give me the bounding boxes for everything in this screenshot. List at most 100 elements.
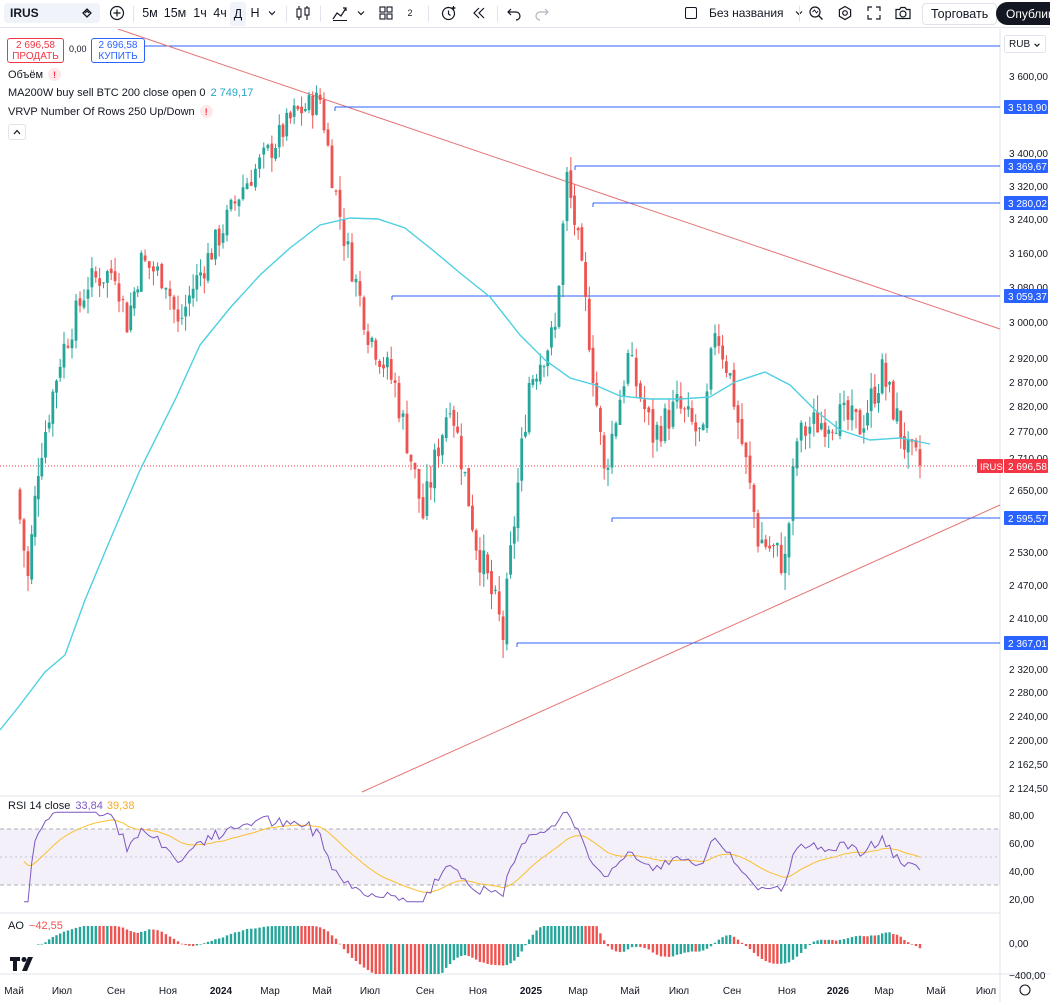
candle-body xyxy=(281,124,285,137)
quick-search-icon[interactable] xyxy=(806,0,826,26)
ao-bar xyxy=(610,944,614,950)
ao-bar xyxy=(513,944,516,961)
candle-body xyxy=(854,408,858,413)
candle-body xyxy=(354,278,358,283)
publish-button[interactable]: Опублико xyxy=(996,2,1050,25)
candle-body xyxy=(880,359,884,394)
indicators-icon[interactable] xyxy=(330,0,350,26)
ao-bar xyxy=(756,944,760,957)
redo-icon[interactable] xyxy=(532,0,552,26)
candle-body xyxy=(614,423,618,437)
volume-legend[interactable]: Объём ! xyxy=(8,68,62,81)
candle-body xyxy=(497,591,501,615)
layout-name-menu[interactable]: Без названия xyxy=(681,0,808,26)
ma200-line[interactable] xyxy=(0,217,931,731)
ao-bar xyxy=(334,938,338,944)
add-symbol-icon[interactable] xyxy=(106,0,128,26)
ao-bar xyxy=(382,944,385,974)
candle-body xyxy=(701,424,705,431)
currency-selector[interactable]: RUB xyxy=(1004,35,1046,53)
candle-body xyxy=(136,289,140,293)
ao-bar xyxy=(705,944,709,949)
ao-bar xyxy=(44,942,47,944)
timeframe-day[interactable]: Д xyxy=(230,2,246,26)
ao-legend[interactable]: AO −42,55 xyxy=(8,920,63,932)
trade-button[interactable]: Торговать xyxy=(922,3,998,25)
current-price-label: 2 696,58 xyxy=(1008,462,1047,473)
candle-body xyxy=(618,399,622,425)
candle-body xyxy=(482,550,486,575)
timeframe-1h[interactable]: 1ч xyxy=(193,6,207,20)
warning-icon[interactable]: ! xyxy=(48,68,62,81)
symbol-info-icon[interactable] xyxy=(80,6,94,23)
ao-bar xyxy=(557,926,561,944)
alert-icon[interactable] xyxy=(438,0,460,26)
ao-bar xyxy=(899,936,902,944)
price-axis-tick: 2 124,50 xyxy=(1009,784,1048,795)
candle-body xyxy=(229,199,233,210)
time-axis-label: Май xyxy=(312,986,332,997)
rsi-legend[interactable]: RSI 14 close 33,84 39,38 xyxy=(8,800,134,812)
candle-body xyxy=(191,288,195,299)
time-axis-label: Ноя xyxy=(778,986,796,997)
candle-body xyxy=(709,348,713,390)
undo-icon[interactable] xyxy=(504,0,524,26)
timeframe-5m[interactable]: 5м xyxy=(142,6,158,20)
sell-button[interactable]: 2 696,58 ПРОДАТЬ xyxy=(7,38,64,63)
candle-body xyxy=(139,252,143,292)
resistance-trendline[interactable] xyxy=(117,28,1001,330)
rsi-axis-tick: 80,00 xyxy=(1009,811,1034,822)
chart-area[interactable]: 3 600,00 3 400,00 3 320,00 3 240,00 3 160,00… xyxy=(0,28,1050,1002)
warning-icon[interactable]: ! xyxy=(199,105,213,118)
ao-bar xyxy=(417,944,421,974)
candles-icon[interactable] xyxy=(293,0,313,26)
tradingview-logo[interactable] xyxy=(10,955,36,976)
buy-button[interactable]: 2 696,58 КУПИТЬ xyxy=(91,38,145,63)
ao-bar xyxy=(542,926,546,944)
ao-bar xyxy=(553,926,557,944)
candle-body xyxy=(599,408,602,433)
candle-body xyxy=(90,268,94,288)
ao-bar xyxy=(210,940,213,944)
ao-bar xyxy=(330,935,334,944)
candle-body xyxy=(850,405,854,421)
settings-icon[interactable] xyxy=(835,0,855,26)
timeframe-week[interactable]: Н xyxy=(250,6,260,20)
timeframe-4h[interactable]: 4ч xyxy=(213,6,227,20)
candle-body xyxy=(206,253,210,281)
chart-canvas[interactable]: 3 600,00 3 400,00 3 320,00 3 240,00 3 160,00… xyxy=(0,28,1050,1002)
ao-bar xyxy=(626,944,630,950)
ao-bar xyxy=(635,944,638,947)
ao-bar xyxy=(573,926,576,944)
ao-bar xyxy=(918,944,922,949)
candle-body xyxy=(831,431,834,433)
candle-body xyxy=(748,455,752,483)
ao-bar xyxy=(482,944,485,963)
collapse-legend-button[interactable] xyxy=(8,124,26,140)
buy-label: КУПИТЬ xyxy=(98,51,138,62)
support-trendline[interactable] xyxy=(361,504,1001,793)
symbol-search[interactable]: IRUS xyxy=(4,3,100,23)
timeframe-dropdown-icon[interactable] xyxy=(265,0,279,26)
layouts-icon[interactable] xyxy=(377,0,395,26)
candle-body xyxy=(584,262,587,297)
candle-body xyxy=(783,553,787,574)
ao-bar xyxy=(322,929,326,944)
ao-bar xyxy=(66,930,70,944)
candle-body xyxy=(775,542,779,546)
time-axis-label: Ноя xyxy=(159,986,177,997)
candle-body xyxy=(70,339,74,349)
fullscreen-icon[interactable] xyxy=(864,0,884,26)
layout-checkbox-icon[interactable] xyxy=(685,7,697,19)
snapshot-icon[interactable] xyxy=(892,0,914,26)
ao-bar xyxy=(675,944,679,955)
ma-legend[interactable]: MA200W buy sell BTC 200 close open 0 2 7… xyxy=(8,87,253,99)
replay-icon[interactable] xyxy=(468,0,490,26)
candle-body xyxy=(249,181,253,186)
time-axis-settings-icon[interactable] xyxy=(1019,984,1031,996)
timeframe-15m[interactable]: 15м xyxy=(163,6,187,20)
vrvp-legend[interactable]: VRVP Number Of Rows 250 Up/Down ! xyxy=(8,105,213,118)
layout-dropdown-icon[interactable] xyxy=(794,8,804,18)
indicators-dropdown-icon[interactable] xyxy=(354,0,368,26)
rsi-line[interactable] xyxy=(24,811,921,903)
